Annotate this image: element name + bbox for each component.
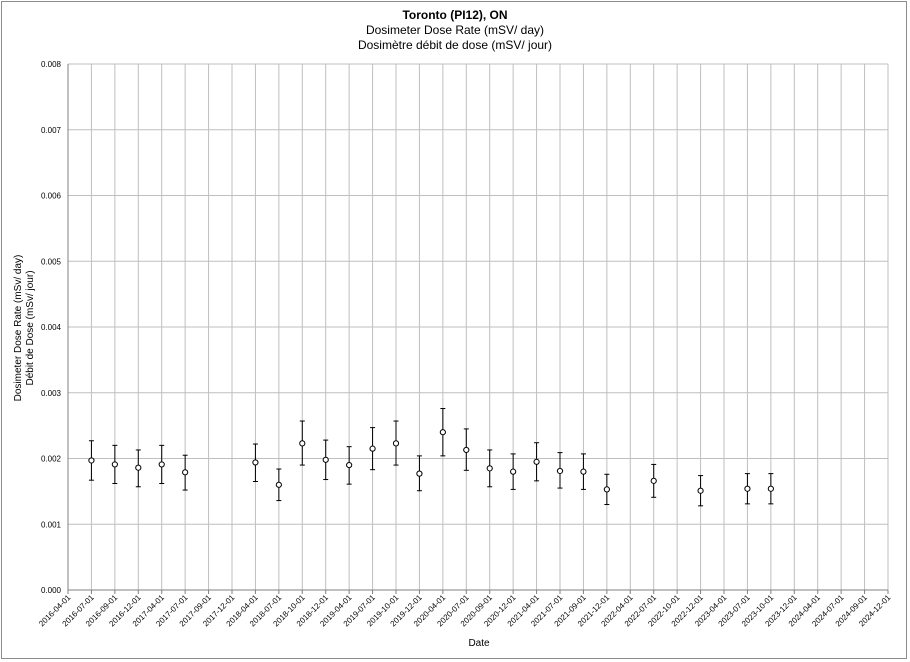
data-point: [744, 485, 751, 492]
data-points: [88, 429, 774, 494]
data-point: [322, 456, 329, 463]
y-gridlines: [68, 63, 888, 525]
y-tick-labels: 0.000 0.001 0.002 0.003 0.004 0.005 0.006 0.007…: [41, 60, 62, 595]
data-point: [580, 468, 587, 475]
data-point: [697, 487, 704, 494]
y-axis-label-fr: Débit de Dose (mSv/ jour): [25, 270, 36, 385]
y-axis-label-en: Dosimeter Dose Rate (mSv/ day): [13, 255, 24, 402]
y-tick-label: 0.005: [41, 257, 62, 266]
data-point: [533, 458, 540, 465]
y-tick-label: 0.006: [41, 192, 62, 201]
data-point: [135, 464, 142, 471]
data-point: [416, 470, 423, 477]
y-tick-label: 0.000: [41, 586, 62, 595]
data-point: [556, 467, 564, 475]
data-point: [392, 440, 400, 447]
data-point: [439, 429, 446, 436]
data-point: [767, 485, 774, 492]
data-point: [182, 469, 189, 476]
data-point: [650, 477, 657, 484]
data-point: [252, 459, 259, 466]
data-point: [486, 465, 493, 472]
chart-title-block: Toronto (PI12), ON Dosimeter Dose Rate (…: [0, 8, 910, 53]
chart-title: Toronto (PI12), ON: [402, 8, 508, 22]
data-point: [299, 440, 306, 447]
data-point: [603, 486, 610, 493]
y-tick-label: 0.001: [41, 520, 62, 529]
y-tick-label: 0.007: [41, 126, 62, 135]
y-tick-label: 0.008: [41, 60, 62, 69]
chart-subtitle-en: Dosimeter Dose Rate (mSV/ day): [365, 23, 545, 37]
x-tick-labels: 2016-04-012016-07-012016-09-012016-12-01…: [37, 593, 893, 629]
data-point: [510, 468, 517, 475]
y-tick-label: 0.004: [41, 323, 62, 332]
error-bars: [88, 408, 774, 507]
data-point: [88, 457, 95, 464]
data-point: [275, 481, 282, 488]
axes: [67, 64, 889, 594]
data-point: [463, 446, 470, 454]
data-point: [158, 461, 165, 468]
data-point: [369, 445, 376, 452]
x-axis-label: Date: [468, 638, 490, 649]
y-axis-label-group: Dosimeter Dose Rate (mSv/ day) Débit de …: [13, 255, 36, 402]
data-point: [111, 461, 118, 468]
x-gridlines: [90, 64, 889, 590]
y-tick-label: 0.003: [41, 389, 62, 398]
y-tick-label: 0.002: [41, 455, 62, 464]
chart-subtitle-fr: Dosimètre débit de dose (mSV/ jour): [357, 38, 553, 52]
data-point: [346, 461, 353, 469]
